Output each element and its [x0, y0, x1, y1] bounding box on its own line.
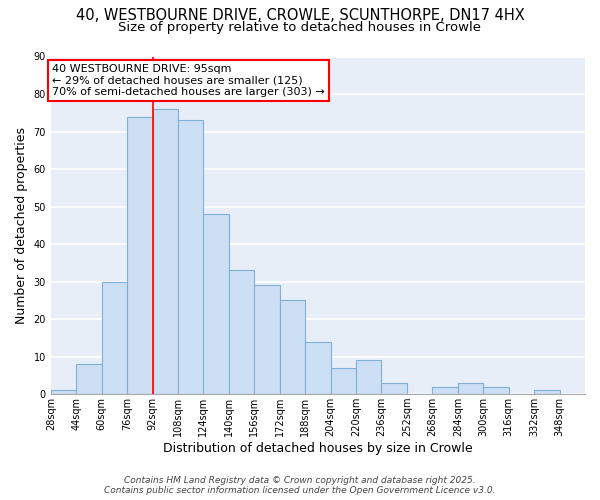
Text: 40 WESTBOURNE DRIVE: 95sqm
← 29% of detached houses are smaller (125)
70% of sem: 40 WESTBOURNE DRIVE: 95sqm ← 29% of deta…: [52, 64, 325, 97]
Text: Size of property relative to detached houses in Crowle: Size of property relative to detached ho…: [119, 21, 482, 34]
Bar: [382, 383, 407, 394]
Bar: [280, 300, 305, 394]
Text: Contains HM Land Registry data © Crown copyright and database right 2025.
Contai: Contains HM Land Registry data © Crown c…: [104, 476, 496, 495]
Bar: [534, 390, 560, 394]
Y-axis label: Number of detached properties: Number of detached properties: [15, 127, 28, 324]
Text: 40, WESTBOURNE DRIVE, CROWLE, SCUNTHORPE, DN17 4HX: 40, WESTBOURNE DRIVE, CROWLE, SCUNTHORPE…: [76, 8, 524, 22]
Bar: [203, 214, 229, 394]
Bar: [433, 386, 458, 394]
Bar: [331, 368, 356, 394]
Bar: [254, 286, 280, 394]
Bar: [305, 342, 331, 394]
Bar: [356, 360, 382, 394]
Bar: [458, 383, 483, 394]
Bar: [152, 109, 178, 394]
Bar: [51, 390, 76, 394]
Bar: [76, 364, 101, 394]
Bar: [127, 116, 152, 394]
Bar: [483, 386, 509, 394]
Bar: [229, 270, 254, 394]
Bar: [101, 282, 127, 394]
Bar: [178, 120, 203, 394]
X-axis label: Distribution of detached houses by size in Crowle: Distribution of detached houses by size …: [163, 442, 473, 455]
